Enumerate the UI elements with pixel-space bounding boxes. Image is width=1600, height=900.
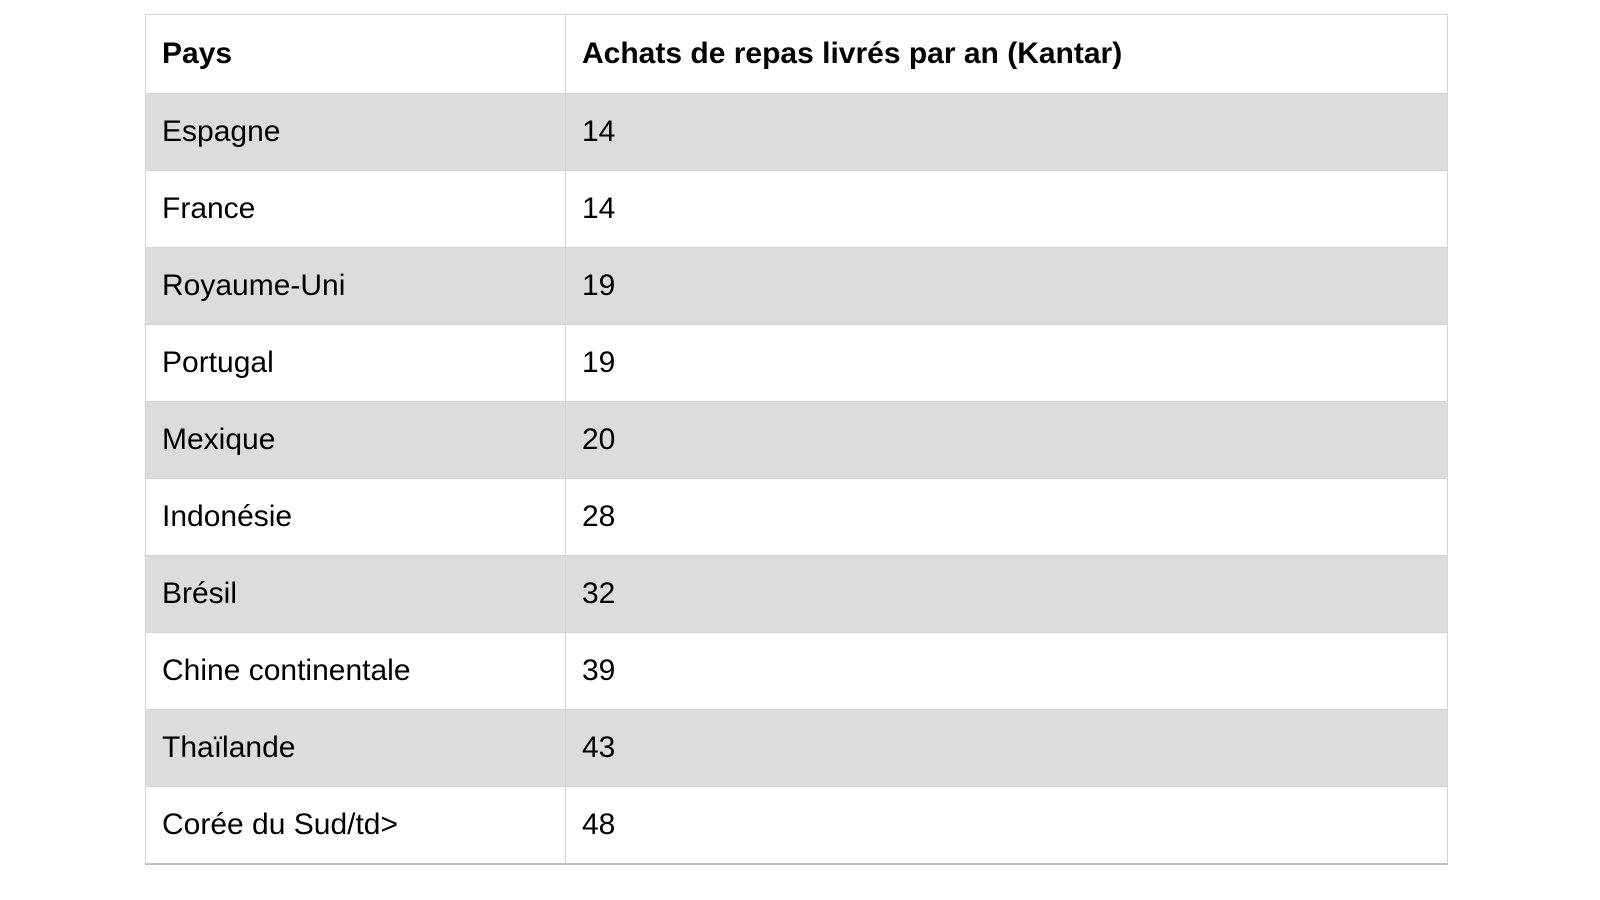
column-header-pays: Pays [145, 14, 566, 94]
country-cell: Mexique [145, 401, 566, 479]
meal-delivery-table: Pays Achats de repas livrés par an (Kant… [145, 14, 1448, 865]
value-cell: 43 [565, 709, 1448, 787]
country-cell: Royaume-Uni [145, 247, 566, 325]
table-row: Brésil 32 [145, 555, 1448, 633]
country-cell: Corée du Sud/td> [145, 786, 566, 865]
value-cell: 48 [565, 786, 1448, 865]
column-header-achats: Achats de repas livrés par an (Kantar) [565, 14, 1448, 94]
value-cell: 14 [565, 93, 1448, 171]
value-cell: 20 [565, 401, 1448, 479]
table-row: Royaume-Uni 19 [145, 247, 1448, 325]
table-row: Mexique 20 [145, 401, 1448, 479]
table-row: Espagne 14 [145, 93, 1448, 171]
table-row: France 14 [145, 170, 1448, 248]
value-cell: 39 [565, 632, 1448, 710]
country-cell: France [145, 170, 566, 248]
value-cell: 14 [565, 170, 1448, 248]
country-cell: Chine continentale [145, 632, 566, 710]
value-cell: 19 [565, 324, 1448, 402]
country-cell: Thaïlande [145, 709, 566, 787]
value-cell: 32 [565, 555, 1448, 633]
table-row: Corée du Sud/td> 48 [145, 786, 1448, 865]
table-row: Indonésie 28 [145, 478, 1448, 556]
country-cell: Indonésie [145, 478, 566, 556]
table-header-row: Pays Achats de repas livrés par an (Kant… [145, 14, 1448, 94]
table-row: Portugal 19 [145, 324, 1448, 402]
value-cell: 19 [565, 247, 1448, 325]
country-cell: Portugal [145, 324, 566, 402]
table-row: Thaïlande 43 [145, 709, 1448, 787]
table-row: Chine continentale 39 [145, 632, 1448, 710]
country-cell: Espagne [145, 93, 566, 171]
country-cell: Brésil [145, 555, 566, 633]
value-cell: 28 [565, 478, 1448, 556]
